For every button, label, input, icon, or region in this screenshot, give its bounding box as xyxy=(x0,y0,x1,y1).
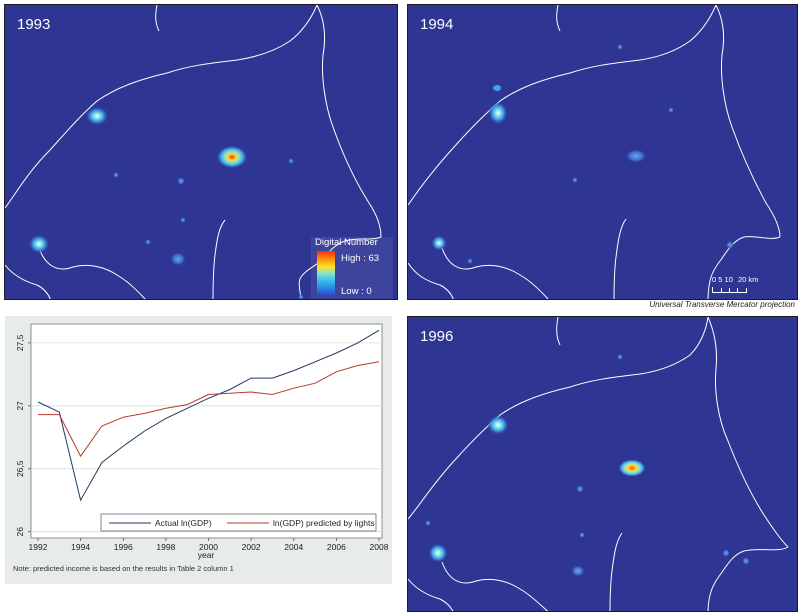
series-line-actual xyxy=(37,329,380,502)
light-hotspot-kigali xyxy=(618,459,646,477)
light-spot-south xyxy=(571,565,585,577)
light-spot xyxy=(579,532,585,538)
light-spot xyxy=(617,354,623,360)
map-1993-canvas xyxy=(5,5,397,299)
light-spot-southwest xyxy=(28,234,50,254)
light-spot-northwest xyxy=(487,415,509,435)
y-axis-ticks: 26 26,5 27 27,5 xyxy=(15,334,31,536)
x-tick-label: 2006 xyxy=(327,542,346,552)
light-spot xyxy=(726,241,734,249)
scale-label-10: 10 xyxy=(724,275,733,284)
x-axis-ticks: 1992 1994 1996 1998 2000 2002 2004 2006 2008 xyxy=(29,538,389,552)
x-tick-label: 2002 xyxy=(242,542,261,552)
x-tick-label: 2004 xyxy=(284,542,303,552)
map-year-label: 1996 xyxy=(420,328,454,345)
light-spot-northwest xyxy=(85,106,109,126)
legend-high-label: High : 63 xyxy=(341,253,380,264)
light-spot xyxy=(722,549,730,557)
legend-low-label: Low : 0 xyxy=(341,286,372,297)
y-tick-label: 27,5 xyxy=(15,334,25,351)
light-spot xyxy=(180,217,186,223)
scale-label-5: 5 xyxy=(718,275,723,284)
projection-note: Universal Transverse Mercator projection xyxy=(649,300,795,309)
map-year-label: 1993 xyxy=(17,16,51,33)
scale-bar-ticks xyxy=(712,287,747,293)
map-panel-1993: 1993 Digital Number High : 63 Low : 0 xyxy=(4,4,398,300)
light-spot xyxy=(576,485,584,493)
light-spot xyxy=(177,177,185,185)
light-spot-kigali xyxy=(625,149,647,163)
legend-label-actual: Actual ln(GDP) xyxy=(155,518,212,528)
light-spot xyxy=(742,557,750,565)
scale-bar: 0 5 10 20 km xyxy=(712,275,759,293)
light-spot xyxy=(145,239,151,245)
night-lights xyxy=(425,354,750,577)
map-background xyxy=(408,5,797,299)
map-legend: Digital Number High : 63 Low : 0 xyxy=(311,237,393,299)
gdp-line-chart: 26 26,5 27 27,5 1992 1994 1996 1998 2000 2002 200… xyxy=(15,323,389,560)
map-background xyxy=(408,317,797,611)
map-panel-1994: 1994 0 5 10 20 km xyxy=(407,4,798,300)
border-lines xyxy=(5,5,382,299)
chart-legend: Actual ln(GDP) ln(GDP) predicted by ligh… xyxy=(100,513,377,532)
x-tick-label: 1996 xyxy=(114,542,133,552)
light-spot xyxy=(668,107,674,113)
night-lights xyxy=(431,44,734,264)
series-line-predicted xyxy=(38,361,380,458)
y-tick-label: 27 xyxy=(15,401,25,411)
light-spot xyxy=(288,158,294,164)
light-spot xyxy=(617,44,623,50)
y-tick-label: 26,5 xyxy=(15,460,25,477)
light-spot xyxy=(467,258,473,264)
x-tick-label: 1998 xyxy=(156,542,175,552)
map-panel-1996: 1996 xyxy=(407,316,798,612)
series-lines xyxy=(37,329,380,502)
scale-label-0: 0 xyxy=(712,275,717,284)
light-spot-south xyxy=(170,252,186,266)
y-tick-label: 26 xyxy=(15,527,25,537)
gdp-chart-panel: 26 26,5 27 27,5 1992 1994 1996 1998 2000 2002 200… xyxy=(5,316,392,584)
light-hotspot-kigali xyxy=(216,145,248,169)
gridlines xyxy=(31,342,382,533)
light-spot xyxy=(298,294,304,299)
legend-label-predicted: ln(GDP) predicted by lights xyxy=(273,518,375,528)
light-spot xyxy=(425,520,431,526)
light-spot-northwest xyxy=(488,101,508,125)
light-spot-southwest xyxy=(431,235,447,251)
map-1996-canvas xyxy=(408,317,797,611)
x-tick-label: 1992 xyxy=(29,542,48,552)
chart-footnote: Note: predicted income is based on the r… xyxy=(13,564,234,573)
x-tick-label: 2000 xyxy=(199,542,218,552)
legend-title: Digital Number xyxy=(315,237,378,248)
x-axis-title: year xyxy=(198,550,215,560)
light-spot xyxy=(572,177,578,183)
light-spot xyxy=(113,172,119,178)
plot-area xyxy=(30,323,383,539)
night-lights xyxy=(28,106,304,299)
border-lines xyxy=(408,317,789,611)
scale-label-20km: 20 km xyxy=(737,275,759,284)
light-spot-southwest xyxy=(428,543,448,563)
map-year-label: 1994 xyxy=(420,16,454,33)
x-tick-label: 1994 xyxy=(71,542,90,552)
x-tick-label: 2008 xyxy=(370,542,389,552)
light-spot xyxy=(493,85,501,91)
legend-color-ramp xyxy=(317,251,335,295)
map-1994-canvas xyxy=(408,5,797,299)
